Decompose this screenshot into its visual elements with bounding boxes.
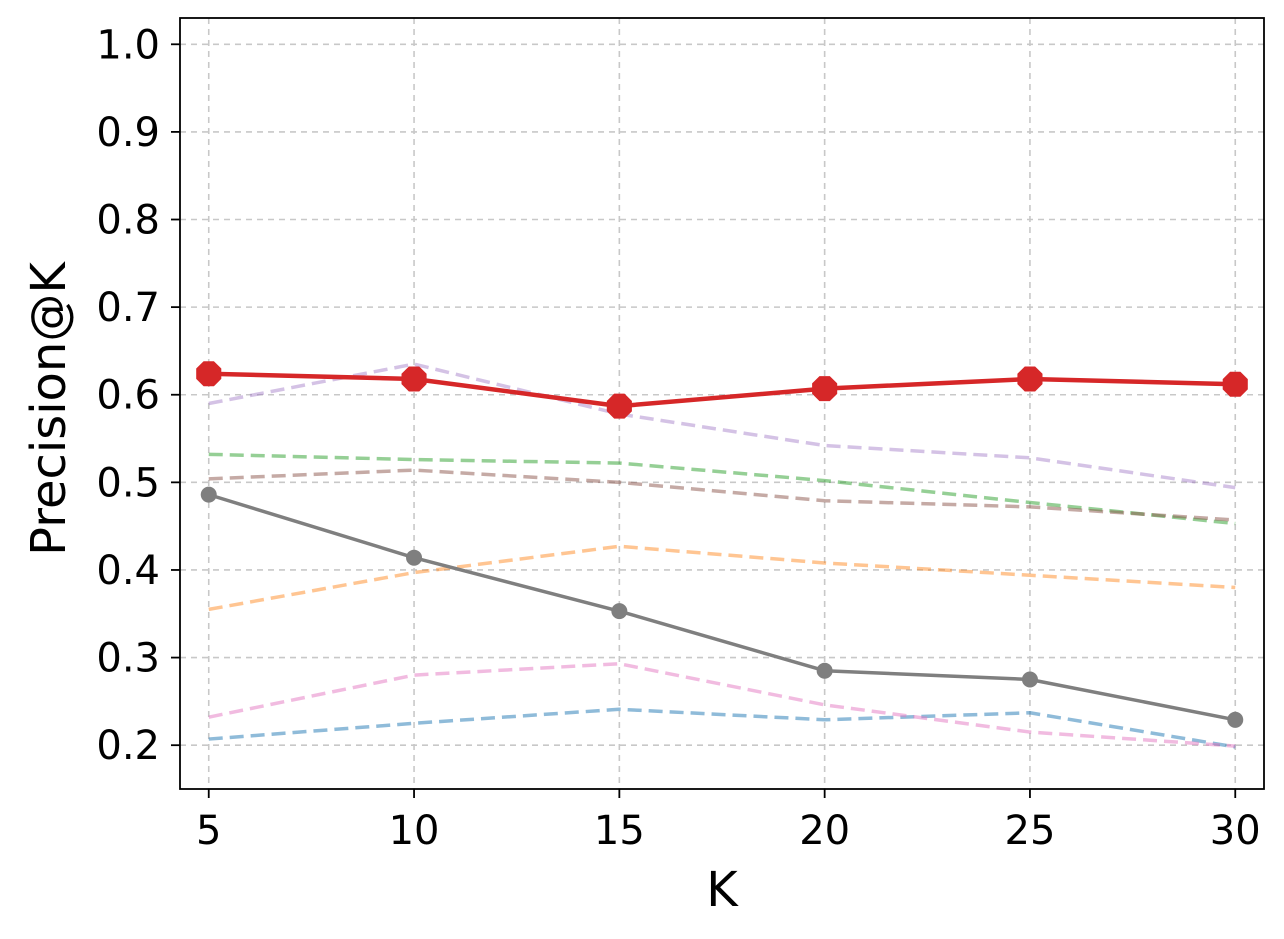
- y-tick-label: 0.3: [96, 636, 160, 682]
- series-line: [208, 544, 1236, 612]
- y-tick-label: 0.5: [96, 460, 160, 506]
- series-2: [208, 452, 1236, 526]
- data-point: [401, 366, 427, 392]
- data-point: [196, 361, 222, 387]
- series-4: [208, 468, 1236, 522]
- data-point: [1222, 371, 1248, 397]
- data-point: [1017, 366, 1043, 392]
- data-point: [406, 549, 423, 566]
- x-axis-label: K: [706, 862, 739, 918]
- series-line: [208, 661, 1236, 748]
- x-tick-label: 25: [1005, 808, 1056, 854]
- y-tick-label: 0.6: [96, 373, 160, 419]
- x-tick-label: 10: [389, 808, 440, 854]
- series-line: [208, 371, 1236, 409]
- series-3: [208, 362, 1236, 490]
- data-point: [812, 376, 838, 402]
- x-tick-label: 15: [594, 808, 645, 854]
- data-point: [1021, 671, 1038, 688]
- grid-lines: [180, 18, 1264, 789]
- axis-ticks: 5 10 15 20 25 30 0.2 0.3 0.4 0.5 0.6 0.7 0.8 0.9 1.0: [96, 22, 1260, 854]
- plot-frame: [179, 17, 1265, 790]
- series-1: [208, 544, 1236, 612]
- y-tick-label: 0.2: [96, 723, 160, 769]
- y-tick-label: 0.9: [96, 110, 160, 156]
- x-tick-label: 5: [196, 808, 221, 854]
- series-5: [208, 661, 1236, 748]
- y-tick-label: 0.7: [96, 285, 160, 331]
- data-point: [1227, 711, 1244, 728]
- x-tick-label: 20: [799, 808, 850, 854]
- data-point: [816, 662, 833, 679]
- series-line: [208, 707, 1236, 749]
- series-line: [208, 492, 1236, 722]
- series-6: [200, 486, 1244, 728]
- y-axis-label: Precision@K: [21, 261, 77, 556]
- data-point: [200, 486, 217, 503]
- series-layer: [196, 361, 1248, 749]
- y-tick-label: 1.0: [96, 22, 160, 68]
- y-tick-label: 0.4: [96, 548, 160, 594]
- series-7: [196, 361, 1248, 419]
- data-point: [606, 393, 632, 419]
- series-line: [208, 468, 1236, 522]
- data-point: [611, 603, 628, 620]
- series-line: [208, 362, 1236, 490]
- series-line: [208, 452, 1236, 526]
- series-0: [208, 707, 1236, 749]
- x-tick-label: 30: [1210, 808, 1261, 854]
- y-tick-label: 0.8: [96, 198, 160, 244]
